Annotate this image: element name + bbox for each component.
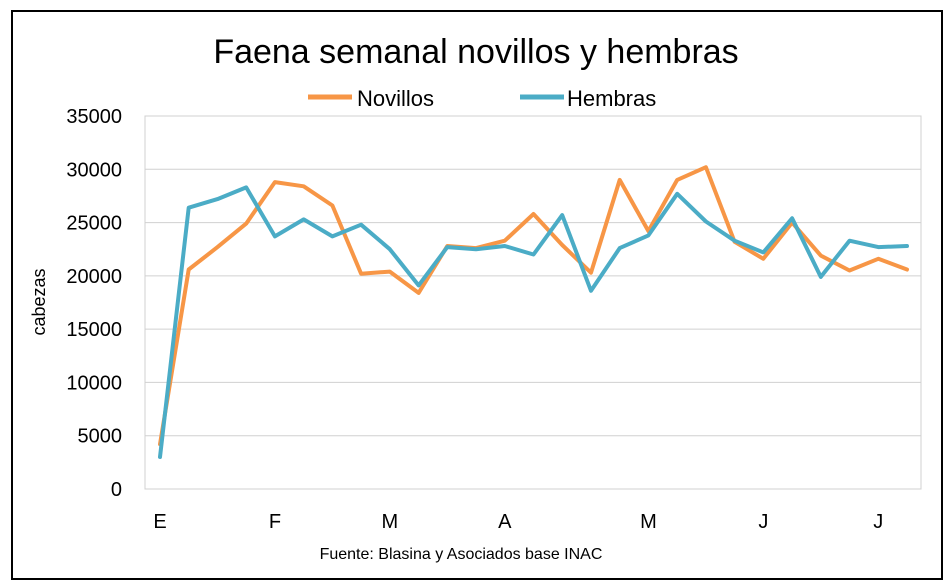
series-line-hembras bbox=[158, 185, 909, 459]
y-tick-label: 30000 bbox=[66, 159, 122, 181]
y-tick-label: 5000 bbox=[78, 426, 123, 448]
x-tick-label: A bbox=[498, 511, 512, 533]
legend-label-novillos: Novillos bbox=[357, 86, 434, 111]
y-tick-label: 0 bbox=[111, 479, 122, 501]
y-tick-label: 20000 bbox=[66, 266, 122, 288]
x-tick-label: J bbox=[758, 511, 768, 533]
source-note: Fuente: Blasina y Asociados base INAC bbox=[320, 546, 603, 563]
chart-title: Faena semanal novillos y hembras bbox=[213, 33, 738, 71]
gridlines bbox=[145, 115, 921, 490]
y-axis-label: cabezas bbox=[29, 268, 49, 335]
legend-label-hembras: Hembras bbox=[567, 86, 656, 111]
y-tick-label: 15000 bbox=[66, 319, 122, 341]
x-tick-label: M bbox=[382, 511, 399, 533]
x-tick-label: M bbox=[640, 511, 657, 533]
chart-frame bbox=[11, 10, 943, 580]
legend: Novillos Hembras bbox=[308, 86, 656, 111]
y-axis: 0 5000 10000 15000 20000 25000 30000 35000 bbox=[66, 106, 122, 501]
y-tick-label: 35000 bbox=[66, 106, 122, 128]
series-layer bbox=[158, 165, 909, 459]
y-tick-label: 10000 bbox=[66, 372, 122, 394]
series-line-novillos bbox=[158, 165, 909, 447]
x-tick-label: F bbox=[269, 511, 281, 533]
plot-area bbox=[144, 115, 922, 490]
x-tick-label: J bbox=[873, 511, 883, 533]
x-tick-label: E bbox=[153, 511, 166, 533]
y-tick-label: 25000 bbox=[66, 213, 122, 235]
